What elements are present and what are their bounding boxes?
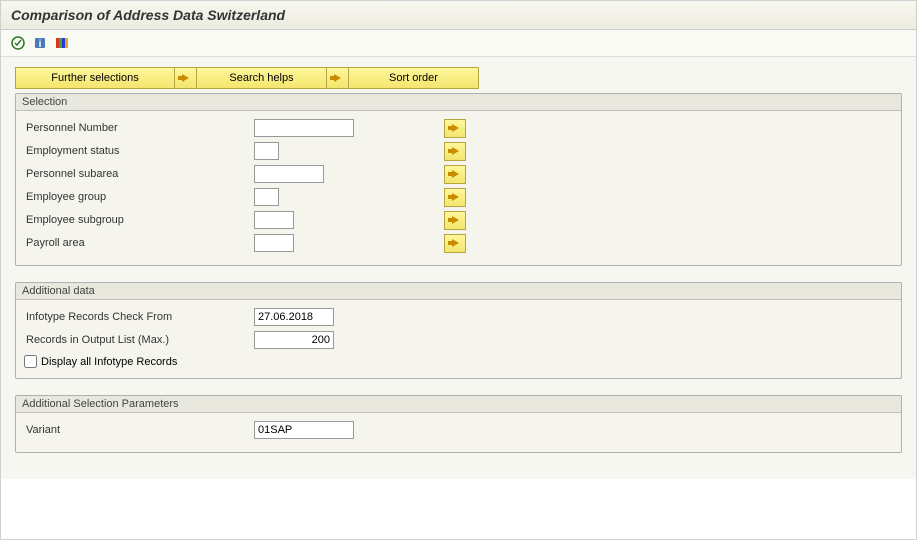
additional-params-group: Additional Selection Parameters Variant xyxy=(15,395,902,453)
multi-select-icon[interactable] xyxy=(444,165,466,184)
multi-select-icon[interactable] xyxy=(444,119,466,138)
group-title-params: Additional Selection Parameters xyxy=(16,396,901,413)
employee-subgroup-label: Employee subgroup xyxy=(24,214,254,226)
employee-subgroup-input[interactable] xyxy=(254,211,294,229)
multi-select-icon[interactable] xyxy=(444,142,466,161)
selection-buttons: Further selections Search helps Sort ord… xyxy=(15,67,902,89)
payroll-area-label: Payroll area xyxy=(24,237,254,249)
content-area: Further selections Search helps Sort ord… xyxy=(1,57,916,479)
employee-group-label: Employee group xyxy=(24,191,254,203)
page-title: Comparison of Address Data Switzerland xyxy=(1,1,916,30)
svg-text:i: i xyxy=(39,39,42,50)
further-selections-button[interactable]: Further selections xyxy=(15,67,175,89)
display-all-label: Display all Infotype Records xyxy=(41,356,177,368)
max-records-input[interactable] xyxy=(254,331,334,349)
variant-label: Variant xyxy=(24,424,254,436)
check-from-label: Infotype Records Check From xyxy=(24,311,254,323)
personnel-subarea-input[interactable] xyxy=(254,165,324,183)
additional-data-group: Additional data Infotype Records Check F… xyxy=(15,282,902,379)
spectrum-icon[interactable] xyxy=(53,34,71,52)
payroll-area-input[interactable] xyxy=(254,234,294,252)
group-title-selection: Selection xyxy=(16,94,901,111)
personnel-number-input[interactable] xyxy=(254,119,354,137)
multi-select-icon[interactable] xyxy=(444,211,466,230)
personnel-number-label: Personnel Number xyxy=(24,122,254,134)
main-container: Comparison of Address Data Switzerland i… xyxy=(0,0,917,540)
search-helps-button[interactable]: Search helps xyxy=(197,67,327,89)
execute-icon[interactable] xyxy=(9,34,27,52)
multi-select-icon[interactable] xyxy=(444,234,466,253)
info-icon[interactable]: i xyxy=(31,34,49,52)
employee-group-input[interactable] xyxy=(254,188,279,206)
employment-status-label: Employment status xyxy=(24,145,254,157)
arrow-icon[interactable] xyxy=(327,67,349,89)
selection-group: Selection Personnel Number Employment st… xyxy=(15,93,902,266)
group-title-additional: Additional data xyxy=(16,283,901,300)
check-from-input[interactable] xyxy=(254,308,334,326)
toolbar: i xyxy=(1,30,916,57)
variant-input[interactable] xyxy=(254,421,354,439)
sort-order-button[interactable]: Sort order xyxy=(349,67,479,89)
arrow-icon[interactable] xyxy=(175,67,197,89)
multi-select-icon[interactable] xyxy=(444,188,466,207)
employment-status-input[interactable] xyxy=(254,142,279,160)
personnel-subarea-label: Personnel subarea xyxy=(24,168,254,180)
display-all-checkbox[interactable] xyxy=(24,355,37,368)
max-records-label: Records in Output List (Max.) xyxy=(24,334,254,346)
